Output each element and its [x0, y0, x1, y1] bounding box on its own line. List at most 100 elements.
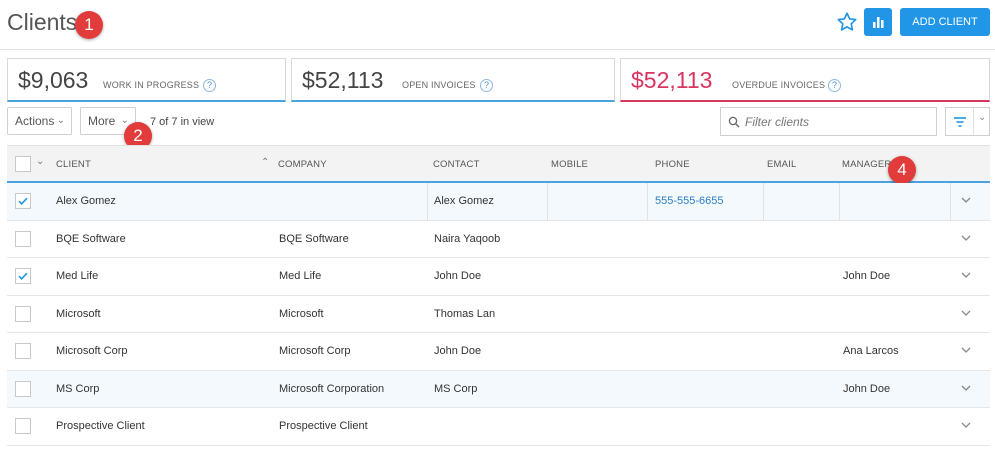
expand-row-button[interactable]: [959, 306, 973, 320]
column-divider: [839, 183, 840, 220]
row-checkbox[interactable]: [15, 418, 31, 434]
cell-contact: Alex Gomez: [434, 195, 494, 207]
table-row[interactable]: Microsoft Microsoft Thomas Lan: [7, 296, 990, 333]
page-title: Clients: [7, 9, 78, 35]
stat-label: OVERDUE INVOICES: [732, 80, 826, 90]
chevron-down-icon: [961, 347, 971, 353]
column-header-manager[interactable]: MANAGER: [842, 159, 892, 170]
expand-row-button[interactable]: [959, 231, 973, 245]
cell-client: Microsoft: [56, 307, 101, 320]
actions-label: Actions: [15, 114, 55, 128]
cell-company: Microsoft Corp: [279, 345, 351, 357]
search-icon: [728, 116, 740, 128]
column-header-email[interactable]: EMAIL: [767, 159, 797, 170]
cell-contact: John Doe: [434, 345, 482, 357]
cell-contact: John Doe: [434, 270, 482, 282]
help-icon[interactable]: ?: [480, 79, 493, 92]
stat-label: OPEN INVOICES: [402, 80, 476, 90]
expand-row-button[interactable]: [959, 193, 973, 207]
cell-client: BQE Software: [56, 232, 126, 245]
cell-phone[interactable]: 555-555-6655: [655, 195, 724, 207]
table-row[interactable]: Prospective Client Prospective Client: [7, 408, 990, 446]
star-icon: [837, 12, 857, 31]
cell-contact: Naira Yaqoob: [434, 232, 501, 245]
table-header: ⌄ CLIENT ⌃ COMPANY CONTACT MOBILE PHONE …: [7, 145, 990, 184]
column-divider: [763, 183, 764, 220]
cell-company: Prospective Client: [279, 420, 368, 432]
table-row[interactable]: MS Corp Microsoft Corporation MS Corp John …: [7, 370, 990, 408]
chevron-down-icon[interactable]: ⌄: [978, 112, 987, 123]
favorite-button[interactable]: [836, 11, 858, 33]
column-divider: [547, 183, 548, 220]
cell-company: BQE Software: [279, 232, 349, 245]
table-row[interactable]: BQE Software BQE Software Naira Yaqoob: [7, 221, 990, 258]
bar-chart-icon: [873, 17, 884, 28]
stat-value: $9,063: [18, 67, 89, 93]
table-body: Alex Gomez Alex Gomez 555-555-6655 BQE Soft…: [7, 183, 990, 446]
chevron-down-icon: ⌄: [56, 115, 65, 126]
stat-label: WORK IN PROGRESS: [103, 80, 200, 90]
stat-card-overdue-invoices[interactable]: $52,113 OVERDUE INVOICES ?: [620, 58, 990, 102]
annotation-badge-4: 4: [888, 156, 916, 184]
expand-row-button[interactable]: [959, 418, 973, 432]
column-divider: [427, 183, 428, 220]
row-checkbox[interactable]: [15, 268, 31, 284]
cell-client: Med Life: [56, 270, 99, 282]
cell-client: Microsoft Corp: [56, 345, 128, 357]
chevron-down-icon: [961, 235, 971, 241]
cell-company: Microsoft Corporation: [279, 382, 385, 395]
filter-options-button[interactable]: ⌄: [945, 107, 990, 136]
add-client-button[interactable]: ADD CLIENT: [900, 8, 990, 36]
chevron-down-icon: [961, 385, 971, 391]
reports-button[interactable]: [864, 8, 892, 36]
stat-value: $52,113: [302, 67, 384, 93]
cell-client: MS Corp: [56, 382, 100, 395]
table-row[interactable]: Med Life Med Life John Doe John Doe: [7, 258, 990, 296]
cell-company: Microsoft: [279, 307, 324, 320]
column-header-client[interactable]: CLIENT: [56, 159, 91, 170]
cell-contact: Thomas Lan: [434, 307, 496, 320]
stat-card-open-invoices[interactable]: $52,113 OPEN INVOICES ?: [291, 58, 615, 102]
filter-clients-input[interactable]: [745, 113, 930, 131]
column-divider: [950, 183, 951, 220]
row-checkbox[interactable]: [15, 343, 31, 359]
divider: [973, 108, 974, 135]
chevron-down-icon: [961, 310, 971, 316]
stat-value: $52,113: [631, 67, 713, 93]
actions-dropdown[interactable]: Actions ⌄: [7, 107, 72, 135]
expand-row-button[interactable]: [959, 343, 973, 357]
filter-box[interactable]: [720, 107, 937, 136]
column-header-phone[interactable]: PHONE: [655, 159, 690, 170]
expand-row-button[interactable]: [959, 381, 973, 395]
row-checkbox[interactable]: [15, 230, 31, 247]
table-row[interactable]: Alex Gomez Alex Gomez 555-555-6655: [7, 183, 990, 221]
table-row[interactable]: Microsoft Corp Microsoft Corp John Doe Ana …: [7, 333, 990, 371]
cell-manager: John Doe: [843, 382, 891, 395]
column-header-company[interactable]: COMPANY: [278, 159, 327, 170]
help-icon[interactable]: ?: [203, 79, 216, 92]
cell-company: Med Life: [279, 270, 322, 282]
filter-icon: [954, 117, 966, 127]
checkmark-icon: [18, 197, 28, 205]
cell-client: Prospective Client: [56, 420, 145, 432]
view-count: 7 of 7 in view: [150, 116, 215, 128]
chevron-down-icon: [961, 197, 971, 203]
more-dropdown[interactable]: More ⌄: [80, 107, 136, 135]
cell-manager: John Doe: [843, 270, 891, 282]
chevron-down-icon[interactable]: ⌄: [36, 156, 45, 167]
stat-card-work-in-progress[interactable]: $9,063 WORK IN PROGRESS ?: [7, 58, 286, 102]
column-header-contact[interactable]: CONTACT: [433, 159, 480, 170]
annotation-badge-1: 1: [75, 11, 103, 39]
row-checkbox[interactable]: [15, 380, 31, 397]
select-all-checkbox[interactable]: [15, 156, 31, 172]
chevron-down-icon: [961, 422, 971, 428]
expand-row-button[interactable]: [959, 268, 973, 282]
column-header-mobile[interactable]: MOBILE: [551, 159, 589, 170]
cell-manager: Ana Larcos: [843, 345, 899, 357]
page-header: Clients 1 ADD CLIENT: [0, 0, 995, 50]
row-checkbox[interactable]: [15, 305, 31, 322]
help-icon[interactable]: ?: [828, 79, 841, 92]
row-checkbox[interactable]: [15, 193, 31, 209]
checkmark-icon: [18, 272, 28, 280]
sort-ascending-icon[interactable]: ⌃: [261, 157, 270, 168]
